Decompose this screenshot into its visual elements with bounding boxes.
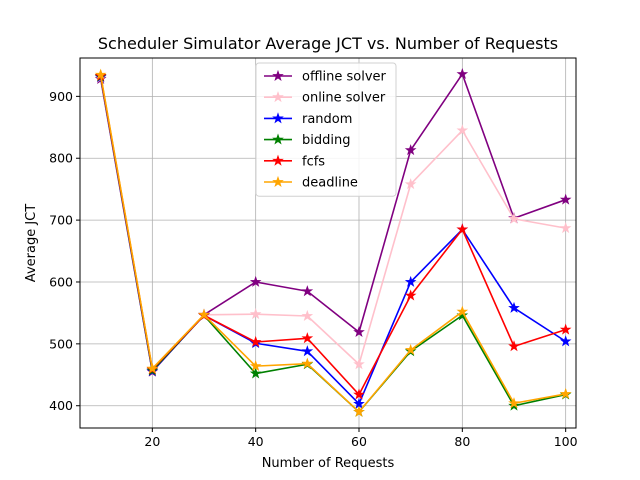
data-point-fcfs	[404, 289, 417, 301]
legend-label-online-solver: online solver	[302, 91, 386, 106]
data-point-fcfs	[353, 388, 365, 400]
y-tick-label: 800	[49, 151, 73, 166]
data-point-deadline	[94, 68, 107, 80]
data-point-offline-solver	[249, 275, 262, 287]
legend-label-deadline: deadline	[302, 176, 358, 191]
legend-label-fcfs: fcfs	[302, 154, 325, 169]
data-point-deadline	[404, 343, 417, 355]
x-tick-label: 100	[554, 434, 578, 449]
data-point-online-solver	[559, 222, 572, 234]
data-point-online-solver	[353, 358, 365, 370]
data-point-random	[404, 275, 417, 287]
legend-marker-deadline	[272, 175, 284, 187]
legend-marker-random	[272, 112, 284, 124]
data-point-offline-solver	[456, 67, 469, 80]
data-point-deadline	[559, 387, 572, 399]
data-point-bidding	[249, 367, 262, 379]
data-point-fcfs	[559, 323, 572, 335]
data-point-random	[301, 345, 314, 357]
data-point-online-solver	[456, 124, 469, 136]
data-point-deadline	[198, 308, 210, 320]
y-tick-label: 500	[49, 336, 73, 351]
legend-box	[255, 62, 397, 197]
y-tick-label: 600	[49, 274, 73, 289]
data-point-fcfs	[508, 340, 520, 352]
data-point-deadline	[353, 405, 365, 417]
legend-marker-fcfs	[272, 154, 284, 166]
data-point-fcfs	[301, 332, 314, 344]
y-tick-label: 400	[49, 398, 73, 413]
data-point-fcfs	[249, 335, 262, 347]
x-tick-label: 60	[351, 434, 367, 449]
data-point-random	[559, 335, 572, 347]
data-point-online-solver	[508, 212, 520, 224]
data-point-offline-solver	[559, 193, 572, 205]
data-point-deadline	[146, 362, 159, 374]
y-tick-label: 700	[49, 213, 73, 228]
legend-marker-bidding	[272, 133, 284, 145]
legend: offline solver online solver random bidding…	[255, 62, 397, 197]
legend-marker-offline-solver	[272, 69, 284, 81]
data-point-offline-solver	[404, 144, 417, 156]
data-point-random	[508, 301, 520, 313]
data-point-online-solver	[404, 178, 417, 190]
series-line-deadline	[99, 74, 566, 413]
series-deadline	[94, 68, 572, 417]
x-tick-label: 80	[454, 434, 470, 449]
data-point-offline-solver	[301, 285, 314, 297]
data-point-deadline	[301, 357, 314, 369]
y-axis-label: Average JCT	[24, 204, 39, 282]
legend-marker-online-solver	[272, 91, 284, 103]
y-axis: 400 500 600 700 800 900	[49, 89, 80, 413]
legend-label-offline-solver: offline solver	[302, 70, 387, 85]
x-axis: 20 40 60 80 100	[144, 428, 578, 449]
plot-frame	[79, 57, 577, 429]
legend-label-random: random	[302, 112, 352, 127]
series-group	[94, 67, 572, 417]
data-point-online-solver	[249, 308, 262, 320]
data-point-offline-solver	[353, 325, 365, 338]
x-tick-label: 40	[248, 434, 264, 449]
legend-label-bidding: bidding	[302, 133, 350, 148]
data-point-online-solver	[301, 309, 314, 321]
data-point-deadline	[249, 360, 262, 372]
x-tick-label: 20	[144, 434, 160, 449]
x-axis-label: Number of Requests	[262, 456, 395, 471]
data-point-deadline	[456, 305, 469, 317]
chart-title: Scheduler Simulator Average JCT vs. Numb…	[98, 34, 558, 53]
data-point-deadline	[508, 397, 520, 409]
y-tick-label: 900	[49, 89, 73, 104]
data-point-fcfs	[456, 223, 469, 235]
